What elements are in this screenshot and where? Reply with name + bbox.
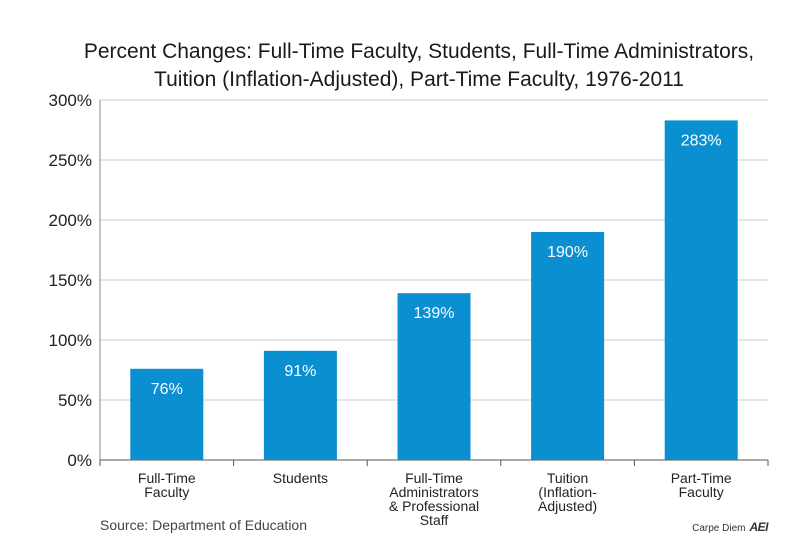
y-tick-label: 300% — [49, 91, 92, 110]
bar — [130, 368, 204, 460]
x-tick-label: Full-Time — [138, 470, 196, 486]
y-tick-label: 200% — [49, 211, 92, 230]
source-note: Source: Department of Education — [100, 517, 308, 533]
bars — [130, 120, 738, 461]
y-tick-label: 50% — [58, 391, 92, 410]
x-tick-label: Staff — [420, 512, 449, 528]
y-tick-label: 150% — [49, 271, 92, 290]
x-tick-label: Faculty — [144, 484, 189, 500]
bar — [664, 120, 738, 461]
chart-title-line-1: Percent Changes: Full-Time Faculty, Stud… — [83, 40, 755, 63]
brand-text: Carpe Diem — [692, 523, 746, 534]
data-label: 283% — [681, 132, 722, 149]
x-tick-label: Faculty — [679, 484, 724, 500]
data-labels: 76% 91% 139% 190% 283% — [151, 132, 722, 397]
data-label: 190% — [547, 244, 588, 261]
x-tick-label: Full-Time — [405, 470, 463, 486]
y-tick-label: 100% — [49, 331, 92, 350]
data-label: 91% — [284, 363, 316, 380]
data-label: 76% — [151, 381, 183, 398]
x-tick-label: Students — [273, 470, 328, 486]
aei-logo: AEI — [749, 520, 768, 534]
x-tick-label: Adjusted) — [538, 498, 597, 514]
y-axis-ticks: 0% 50% 100% 150% 200% 250% 300% — [49, 91, 92, 470]
x-tick-label: Tuition — [547, 470, 589, 486]
bar — [397, 293, 471, 460]
x-tick-label: & Professional — [389, 498, 479, 514]
chart-title-line-2: Tuition (Inflation-Adjusted), Part-Time … — [154, 68, 684, 91]
x-tick-label: Administrators — [389, 484, 478, 500]
brand-mark: Carpe Diem AEI — [692, 520, 768, 534]
y-tick-label: 0% — [67, 451, 92, 470]
bar — [263, 350, 337, 460]
x-tick-label: Part-Time — [671, 470, 732, 486]
y-tick-label: 250% — [49, 151, 92, 170]
data-label: 139% — [414, 305, 455, 322]
chart-title: Percent Changes: Full-Time Faculty, Stud… — [40, 38, 798, 94]
bar — [531, 232, 605, 460]
x-tick-label: (Inflation- — [538, 484, 597, 500]
